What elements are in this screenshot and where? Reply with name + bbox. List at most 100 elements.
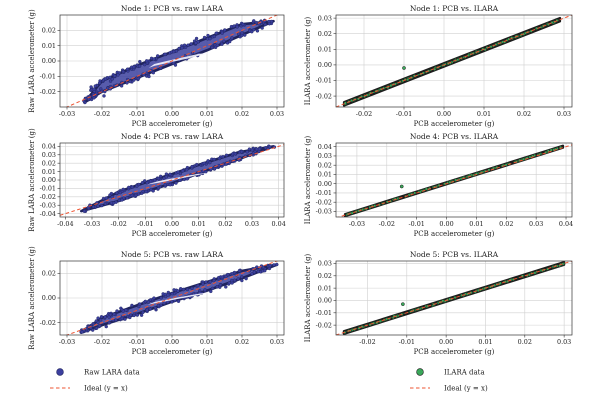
data-point xyxy=(130,193,134,198)
panel-node4-raw: -0.04 -0.03 -0.02 -0.01 0.00 0.01 0.02 0.03 0.04… xyxy=(28,128,286,238)
data-point xyxy=(268,263,272,268)
data-point xyxy=(252,19,256,23)
x-tick-label: 0.00 xyxy=(165,338,179,346)
x-tick-label: -0.04 xyxy=(57,220,73,228)
data-point xyxy=(108,75,112,80)
data-point xyxy=(130,185,135,189)
data-point xyxy=(208,36,212,41)
y-tick-label: -0.01 xyxy=(316,309,332,317)
y-tick-label: 0.03 xyxy=(318,260,332,268)
x-tick-label: 0.01 xyxy=(469,220,483,228)
data-point xyxy=(125,81,129,85)
x-tick-label: 0.04 xyxy=(559,220,573,228)
data-point xyxy=(170,300,174,304)
y-tick-label: 0.00 xyxy=(42,176,56,184)
x-tick-label: 0.00 xyxy=(437,110,451,118)
data-point xyxy=(142,62,147,67)
y-tick-label: -0.02 xyxy=(316,92,332,100)
data-point xyxy=(96,204,100,208)
panel-title: Node 1: PCB vs. raw LARA xyxy=(121,4,224,13)
loop-gap xyxy=(147,292,211,305)
data-point xyxy=(141,189,145,194)
y-tick-label: -0.02 xyxy=(40,319,56,327)
data-point xyxy=(155,54,160,58)
data-point xyxy=(487,168,491,172)
data-point xyxy=(156,303,161,308)
data-point xyxy=(202,35,207,40)
data-point xyxy=(232,24,236,28)
data-point xyxy=(109,191,114,196)
plot-data xyxy=(60,144,284,216)
panel-node1-raw: -0.03 -0.02 -0.01 0.00 0.01 0.02 0.03 -0.02 -0.0… xyxy=(28,4,285,128)
data-point xyxy=(101,196,106,201)
data-point xyxy=(215,43,220,47)
x-tick-label: -0.01 xyxy=(129,110,145,118)
ticks: -0.04 -0.03 -0.02 -0.01 0.00 0.01 0.02 0.03 0.04… xyxy=(40,143,286,228)
plot-data xyxy=(336,15,572,107)
data-point xyxy=(134,193,138,198)
data-point xyxy=(92,96,96,100)
data-point xyxy=(170,292,174,296)
data-point xyxy=(230,36,234,40)
data-point xyxy=(195,162,199,167)
x-tick-label: 0.03 xyxy=(245,220,259,228)
y-tick-label: 0.00 xyxy=(42,294,56,302)
data-point xyxy=(243,33,247,37)
data-point xyxy=(212,157,216,162)
data-point xyxy=(110,77,114,81)
data-point xyxy=(230,271,235,276)
y-tick-label: 0.02 xyxy=(318,30,332,38)
data-point xyxy=(164,172,169,176)
data-point xyxy=(252,270,257,274)
data-point xyxy=(153,306,158,310)
data-point xyxy=(151,189,155,193)
y-tick-label: -0.02 xyxy=(40,88,56,96)
y-tick-label: -0.01 xyxy=(40,73,56,81)
data-point xyxy=(97,81,102,85)
x-tick-label: -0.02 xyxy=(356,110,372,118)
x-tick-label: -0.02 xyxy=(110,220,126,228)
data-point xyxy=(116,73,120,77)
ticks: -0.03 -0.02 -0.01 0.00 0.01 0.02 0.03 0.04-0.03… xyxy=(316,143,574,228)
data-point xyxy=(180,46,184,50)
data-point xyxy=(208,160,212,165)
data-point xyxy=(230,278,234,283)
data-point xyxy=(86,205,91,210)
data-point xyxy=(152,57,156,61)
legend-left: Raw LARA data Ideal (y = x) xyxy=(50,368,140,393)
y-tick-label: 0.03 xyxy=(318,14,332,22)
panel-node5-raw: -0.03 -0.02 -0.01 0.00 0.01 0.02 0.03 -0.02 0.00… xyxy=(28,246,285,356)
x-tick-label: -0.02 xyxy=(359,338,375,346)
data-point xyxy=(96,316,100,320)
data-point xyxy=(350,211,354,215)
data-point xyxy=(413,191,417,195)
data-point xyxy=(115,309,119,313)
y-tick-label: 0.00 xyxy=(42,57,56,65)
x-axis-label: PCB accelerometer (g) xyxy=(132,120,213,128)
ticks: -0.02 -0.01 0.00 0.01 0.02 0.03 -0.02 -0.01 0.00… xyxy=(316,260,572,346)
data-point xyxy=(137,182,141,187)
data-point xyxy=(185,287,190,292)
axes-frame xyxy=(335,14,573,108)
data-point xyxy=(94,326,99,330)
data-point xyxy=(125,67,130,71)
data-point xyxy=(176,289,180,293)
data-point xyxy=(459,177,463,181)
data-point xyxy=(174,49,179,53)
data-point xyxy=(533,271,537,275)
data-point xyxy=(127,185,131,190)
data-point xyxy=(141,310,145,315)
data-point xyxy=(498,281,502,285)
data-point xyxy=(501,40,505,44)
y-tick-label: 0.02 xyxy=(42,27,56,35)
data-point xyxy=(132,65,136,69)
y-tick-label: 0.00 xyxy=(318,180,332,188)
data-point xyxy=(204,280,208,284)
data-point xyxy=(245,150,249,154)
plot-data xyxy=(337,144,572,217)
ticks: -0.02 -0.01 0.00 0.01 0.02 0.03 -0.02 -0.01 0.00… xyxy=(316,14,572,118)
data-point xyxy=(99,87,103,91)
data-point xyxy=(80,330,84,334)
data-point xyxy=(104,324,108,329)
